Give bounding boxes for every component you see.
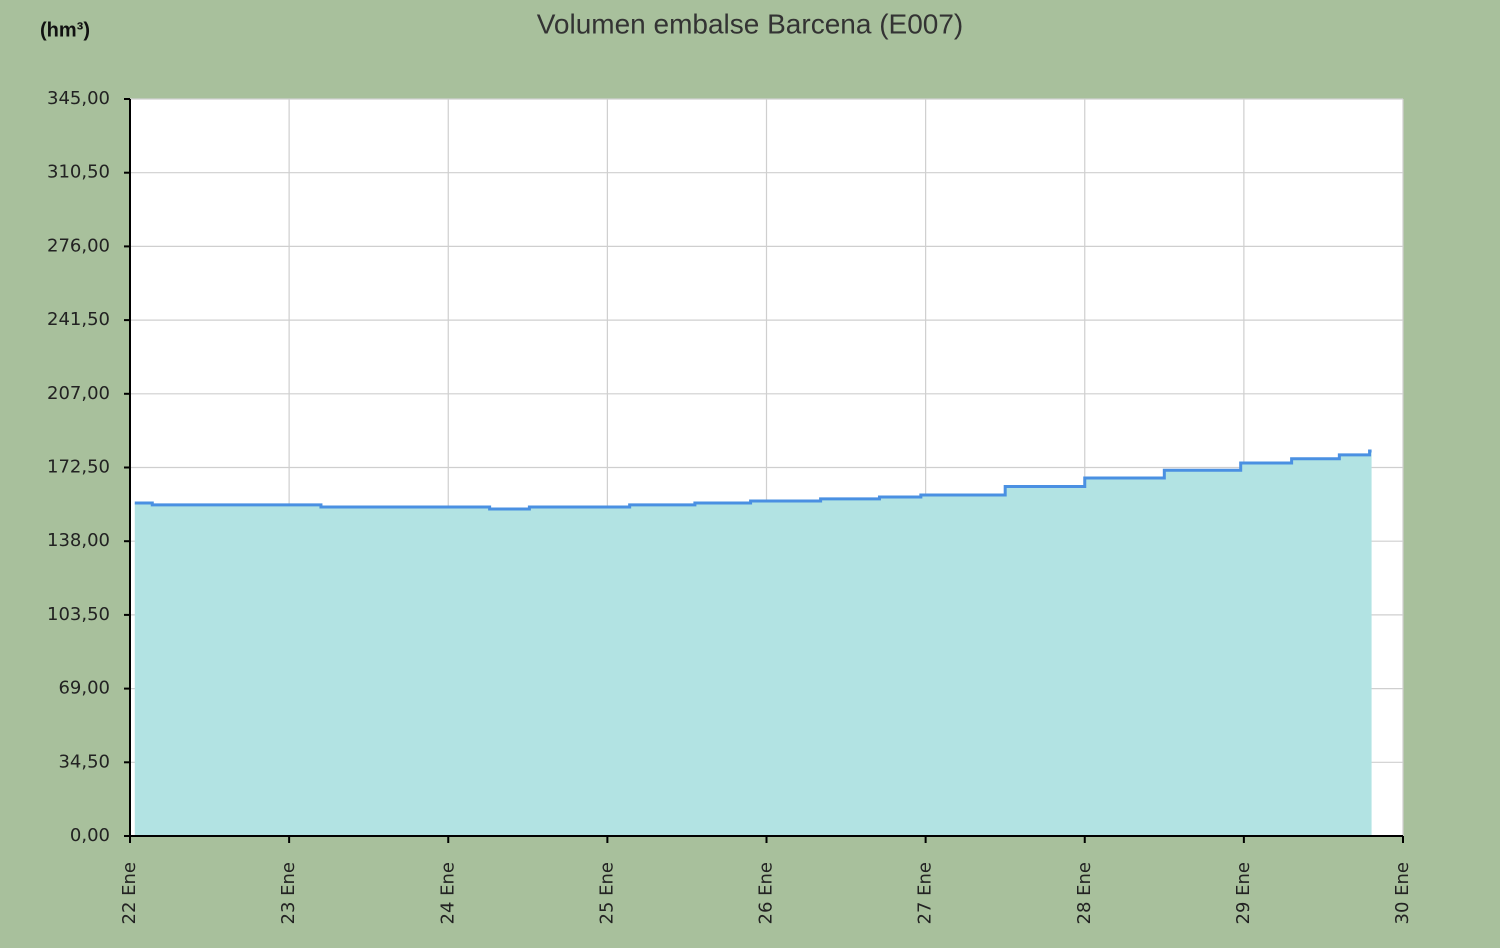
y-tick-label: 345,00: [47, 88, 110, 109]
line: [134, 449, 1372, 511]
y-tick-label: 276,00: [47, 235, 110, 256]
area-fill: [134, 451, 1372, 836]
y-tick-label: 172,50: [47, 457, 110, 478]
x-tick-label: 23 Ene: [278, 862, 299, 924]
y-tick-label: 0,00: [70, 825, 110, 846]
y-tick-label: 207,00: [47, 383, 110, 404]
y-tick-label: 34,50: [58, 751, 110, 772]
x-tick-label: 30 Ene: [1392, 862, 1413, 924]
y-axis-label: (hm³): [40, 19, 90, 41]
y-tick-label: 310,50: [47, 162, 110, 183]
x-tick-label: 26 Ene: [756, 862, 777, 924]
x-tick-label: 22 Ene: [119, 862, 140, 924]
x-tick-label: 29 Ene: [1233, 862, 1254, 924]
x-tick-label: 27 Ene: [915, 862, 936, 924]
x-tick-label: 28 Ene: [1074, 862, 1095, 924]
x-tick-label: 25 Ene: [596, 862, 617, 924]
x-tick-label: 24 Ene: [437, 862, 458, 924]
y-tick-label: 103,50: [47, 604, 110, 625]
y-tick-label: 69,00: [58, 678, 110, 699]
y-tick-label: 241,50: [47, 309, 110, 330]
y-tick-label: 138,00: [47, 530, 110, 551]
chart-title: Volumen embalse Barcena (E007): [537, 8, 963, 39]
